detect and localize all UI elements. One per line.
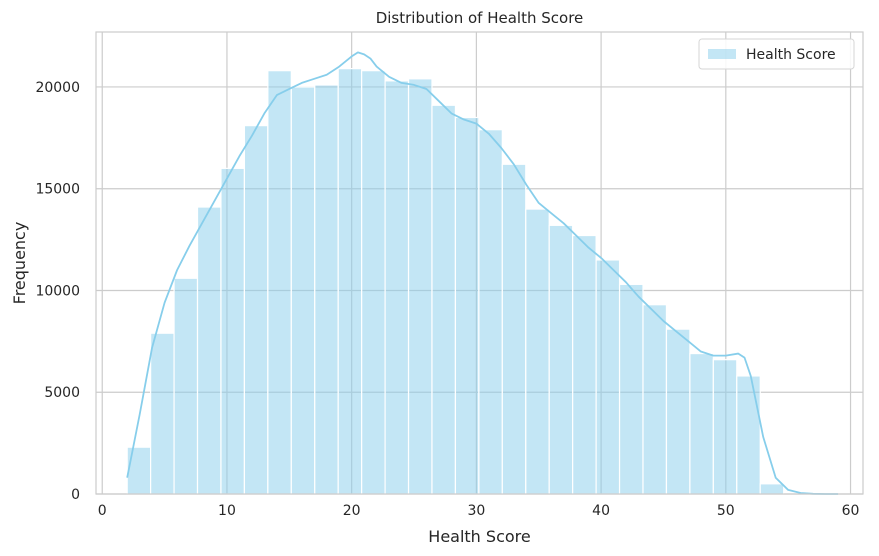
- y-tick-label: 0: [71, 487, 80, 503]
- histogram-bar: [243, 125, 269, 495]
- x-axis-label: Health Score: [428, 527, 530, 546]
- histogram-bar: [196, 206, 222, 495]
- chart-title: Distribution of Health Score: [376, 9, 584, 27]
- histogram-bar: [759, 483, 785, 495]
- y-tick-label: 10000: [35, 283, 80, 299]
- y-tick-labels: 0 5000 10000 15000 20000: [35, 80, 80, 503]
- histogram-bar: [736, 375, 761, 495]
- histogram-bar: [595, 259, 621, 495]
- histogram-bar: [337, 68, 363, 495]
- histogram-bar: [689, 352, 714, 495]
- histogram-bar: [384, 80, 410, 495]
- histogram-bar: [150, 332, 175, 495]
- histogram-bar: [548, 224, 574, 495]
- y-tick-label: 5000: [44, 385, 80, 401]
- histogram-bar: [454, 116, 480, 495]
- kde-curve-group: [126, 51, 839, 495]
- plot-frame: [95, 31, 864, 495]
- x-tick-label: 10: [218, 503, 236, 519]
- legend-swatch: [708, 49, 736, 59]
- x-tick-label: 50: [717, 503, 735, 519]
- kde-curve: [126, 51, 839, 495]
- histogram-bar: [361, 70, 386, 495]
- histogram-bar: [525, 208, 550, 495]
- histogram-bar: [126, 446, 152, 495]
- histogram-bars: [126, 68, 785, 495]
- histogram-bar: [642, 304, 668, 495]
- histogram-bar: [267, 70, 292, 495]
- y-tick-label: 20000: [35, 80, 80, 96]
- y-tick-label: 15000: [35, 182, 80, 198]
- histogram-bar: [431, 104, 457, 495]
- histogram-bar: [173, 277, 199, 495]
- legend: Health Score: [698, 38, 855, 70]
- legend-entry-health-score: Health Score: [746, 47, 836, 63]
- histogram-bar: [220, 167, 246, 495]
- histogram-bar: [314, 84, 339, 495]
- legend-box: [698, 38, 855, 70]
- x-tick-labels: 0 10 20 30 40 50 60: [98, 503, 860, 519]
- histogram-bar: [712, 359, 738, 495]
- histogram-bar: [407, 78, 433, 495]
- histogram-bar: [501, 163, 527, 495]
- histogram-bar: [478, 129, 503, 495]
- histogram-bar: [665, 328, 691, 495]
- histogram-bar: [290, 86, 316, 495]
- x-tick-label: 20: [343, 503, 361, 519]
- x-tick-label: 60: [842, 503, 860, 519]
- x-tick-label: 40: [592, 503, 610, 519]
- y-axis-label: Frequency: [10, 222, 29, 305]
- x-tick-label: 0: [98, 503, 107, 519]
- x-tick-label: 30: [467, 503, 485, 519]
- histogram-bar: [618, 283, 644, 495]
- histogram-bar: [572, 234, 597, 495]
